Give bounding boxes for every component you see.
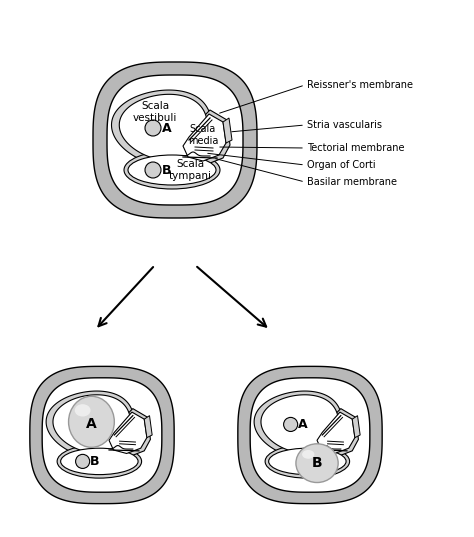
Polygon shape	[111, 90, 211, 166]
Text: Scala
tympani: Scala tympani	[168, 159, 211, 181]
Polygon shape	[30, 366, 174, 504]
Text: A: A	[162, 121, 172, 134]
Text: B: B	[162, 163, 172, 177]
Polygon shape	[250, 378, 370, 492]
Ellipse shape	[128, 155, 216, 185]
Polygon shape	[223, 118, 232, 143]
Circle shape	[145, 162, 161, 178]
Text: Tectorial membrane: Tectorial membrane	[307, 143, 404, 153]
Polygon shape	[261, 395, 338, 453]
Text: Stria vascularis: Stria vascularis	[307, 120, 382, 130]
Ellipse shape	[69, 396, 114, 447]
Polygon shape	[107, 75, 243, 205]
Ellipse shape	[269, 448, 346, 475]
Polygon shape	[238, 366, 382, 504]
Circle shape	[75, 454, 90, 468]
Polygon shape	[109, 412, 147, 453]
Polygon shape	[180, 110, 230, 165]
Text: A: A	[298, 418, 308, 431]
Polygon shape	[183, 114, 226, 161]
Text: B: B	[312, 456, 322, 470]
Text: Scala
media: Scala media	[188, 124, 218, 146]
Polygon shape	[106, 409, 150, 457]
Text: A: A	[86, 417, 97, 431]
Polygon shape	[144, 416, 152, 438]
Ellipse shape	[296, 444, 338, 483]
Polygon shape	[119, 95, 207, 161]
Text: Organ of Corti: Organ of Corti	[307, 160, 375, 170]
Ellipse shape	[124, 151, 220, 189]
Polygon shape	[42, 378, 162, 492]
Polygon shape	[314, 409, 358, 457]
Polygon shape	[352, 416, 360, 438]
Text: B: B	[90, 455, 100, 468]
Text: Reissner's membrane: Reissner's membrane	[307, 80, 413, 90]
Ellipse shape	[302, 450, 314, 459]
Polygon shape	[254, 391, 342, 458]
Ellipse shape	[61, 448, 138, 475]
Circle shape	[283, 417, 298, 432]
Polygon shape	[53, 395, 130, 453]
Circle shape	[145, 120, 161, 136]
Polygon shape	[317, 412, 355, 453]
Ellipse shape	[265, 445, 350, 478]
Ellipse shape	[57, 445, 142, 478]
Polygon shape	[46, 391, 134, 458]
Polygon shape	[93, 62, 257, 218]
Text: Scala
vestibuli: Scala vestibuli	[133, 101, 177, 123]
Text: Basilar membrane: Basilar membrane	[307, 177, 397, 187]
Ellipse shape	[75, 404, 91, 417]
